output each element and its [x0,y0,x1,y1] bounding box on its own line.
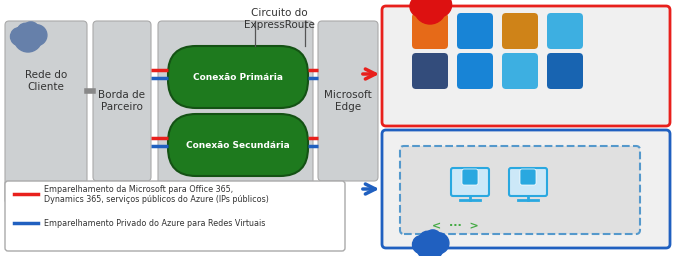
FancyBboxPatch shape [457,13,493,49]
FancyBboxPatch shape [412,13,448,49]
Circle shape [14,24,42,52]
Text: Borda de
Parceiro: Borda de Parceiro [98,90,146,112]
FancyBboxPatch shape [451,168,489,196]
Circle shape [410,0,431,17]
FancyBboxPatch shape [412,53,448,89]
Text: Conexão Primária: Conexão Primária [193,72,283,81]
FancyBboxPatch shape [502,13,538,49]
Text: Conexão Secundária: Conexão Secundária [186,141,290,150]
FancyBboxPatch shape [382,6,670,126]
Text: <  ···  >: < ··· > [432,221,479,231]
Text: Emparelhamento Privado do Azure para Redes Virtuais: Emparelhamento Privado do Azure para Red… [44,219,265,228]
Circle shape [412,236,431,254]
Text: Circuito do
ExpressRoute: Circuito do ExpressRoute [244,8,314,30]
FancyBboxPatch shape [318,21,378,181]
Circle shape [414,0,446,24]
FancyBboxPatch shape [457,53,493,89]
FancyBboxPatch shape [462,169,478,185]
Circle shape [418,0,435,9]
FancyBboxPatch shape [400,146,640,234]
FancyBboxPatch shape [382,130,670,248]
FancyBboxPatch shape [168,114,308,176]
Circle shape [26,25,47,46]
FancyBboxPatch shape [509,168,547,196]
FancyBboxPatch shape [547,53,583,89]
Circle shape [416,232,444,256]
FancyBboxPatch shape [5,21,87,204]
FancyBboxPatch shape [5,181,345,251]
FancyBboxPatch shape [168,46,308,108]
Circle shape [424,230,441,247]
Text: Emparelhamento da Microsoft para Office 365,: Emparelhamento da Microsoft para Office … [44,186,233,195]
Text: Dynamics 365, serviços públicos do Azure (IPs públicos): Dynamics 365, serviços públicos do Azure… [44,196,269,205]
FancyBboxPatch shape [520,169,536,185]
Circle shape [22,22,39,39]
FancyBboxPatch shape [547,13,583,49]
Text: Microsoft
Edge: Microsoft Edge [324,90,372,112]
Circle shape [428,233,449,254]
Circle shape [424,0,443,9]
Circle shape [11,27,28,46]
Circle shape [428,0,452,17]
FancyBboxPatch shape [93,21,151,181]
FancyBboxPatch shape [502,53,538,89]
Text: Rede do
Cliente: Rede do Cliente [25,70,67,92]
FancyBboxPatch shape [158,21,313,228]
Circle shape [420,231,435,247]
Circle shape [18,23,33,39]
